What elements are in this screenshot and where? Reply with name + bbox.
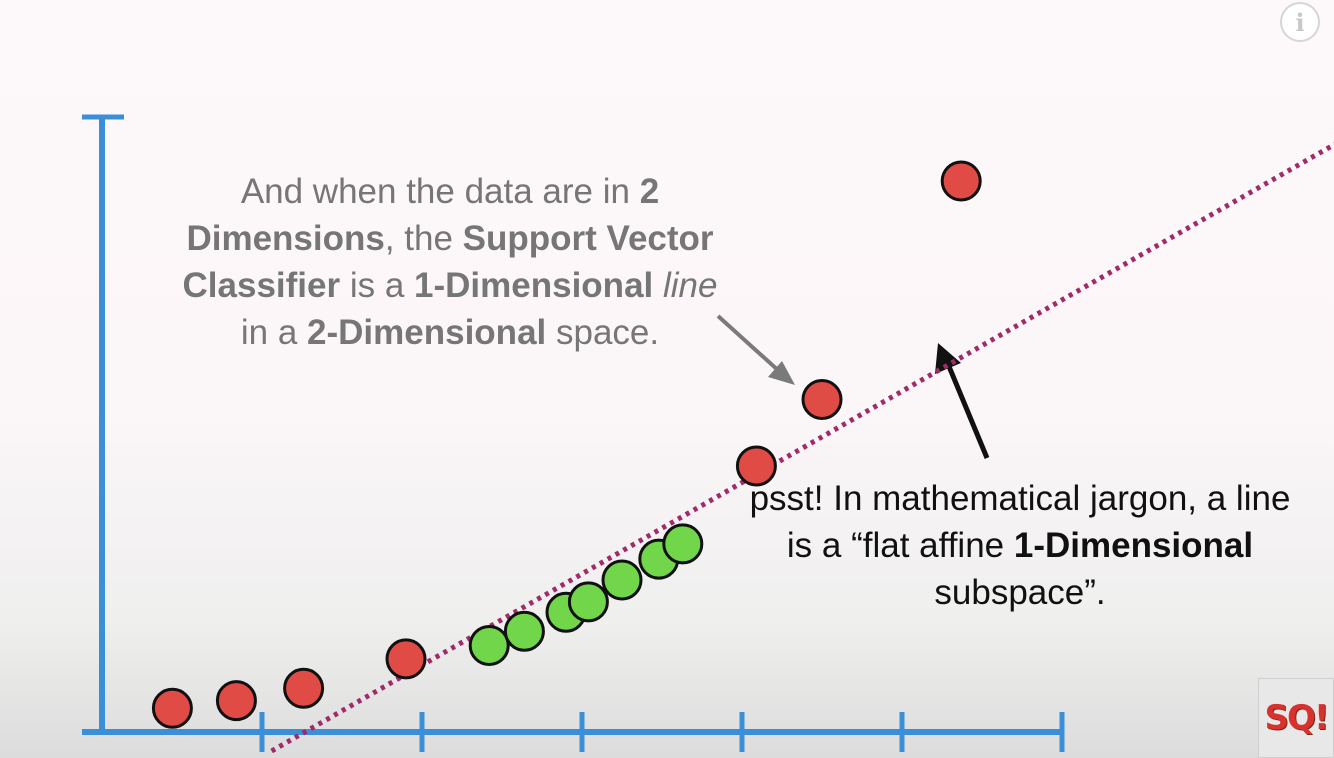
- classifier-line: [270, 141, 1334, 754]
- data-point: [940, 160, 982, 202]
- data-point: [735, 445, 777, 487]
- data-point: [601, 559, 643, 601]
- data-point: [151, 687, 193, 729]
- data-point: [567, 581, 609, 623]
- data-point: [215, 680, 257, 722]
- note-arrow-head: [935, 343, 961, 374]
- caption-text: is a: [340, 266, 415, 305]
- data-points: [151, 160, 982, 729]
- caption-bold: Classifier: [182, 266, 341, 305]
- logo-text: SQ!: [1264, 698, 1330, 738]
- caption-text: , the: [384, 219, 463, 258]
- caption-text: in a: [240, 313, 308, 352]
- note-text: is a “flat affine: [786, 526, 1014, 565]
- data-point: [662, 523, 704, 565]
- chart-axes: [82, 114, 1065, 752]
- caption-arrow-line: [716, 314, 782, 374]
- note-text: psst! In mathematical jargon, a line: [749, 479, 1291, 518]
- caption-bold: 2: [639, 172, 660, 211]
- caption-arrow-head: [768, 361, 795, 385]
- caption-italic: line: [653, 266, 718, 305]
- caption-bold: Dimensions: [186, 219, 385, 258]
- info-icon[interactable]: i: [1280, 2, 1320, 42]
- caption-note: psst! In mathematical jargon, a line is …: [700, 475, 1334, 616]
- caption-bold: 1-Dimensional: [414, 266, 654, 305]
- caption-main: And when the data are in 2 Dimensions, t…: [120, 168, 780, 356]
- info-glyph: i: [1295, 7, 1305, 37]
- caption-bold: 2-Dimensional: [307, 313, 547, 352]
- statquest-logo-icon: SQ!: [1258, 678, 1334, 758]
- annotation-arrows: [716, 314, 990, 459]
- note-arrow-line: [945, 363, 990, 459]
- data-point: [385, 638, 427, 680]
- support-vector-classifier-line: [270, 141, 1334, 754]
- data-point: [801, 379, 843, 420]
- caption-text: space.: [546, 313, 660, 352]
- note-text: subspace”.: [934, 573, 1106, 612]
- note-bold: 1-Dimensional: [1013, 526, 1254, 565]
- caption-bold: Support Vector: [462, 219, 714, 258]
- data-point: [283, 667, 325, 709]
- caption-text: And when the data are in: [240, 172, 640, 211]
- data-point: [468, 625, 510, 667]
- data-point: [503, 610, 545, 652]
